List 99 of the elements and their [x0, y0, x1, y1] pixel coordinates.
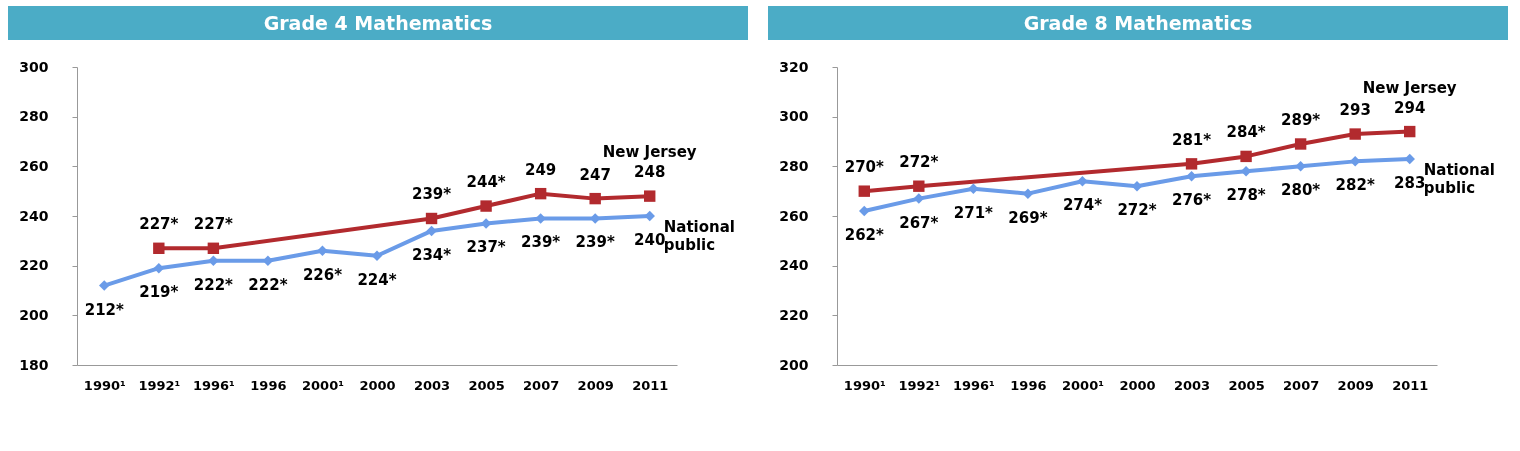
- point: [207, 242, 220, 254]
- y-tick-label: 220: [19, 257, 49, 274]
- x-tick-label: 1996: [250, 377, 287, 393]
- y-tick-label: 300: [779, 108, 809, 125]
- point: [1294, 138, 1307, 150]
- y-tick-label: 260: [19, 157, 49, 174]
- x-tick-label: 2003: [413, 377, 451, 393]
- data-label: 282*: [1335, 176, 1375, 195]
- data-label: 272*: [1117, 201, 1157, 220]
- point: [99, 280, 110, 291]
- y-tick-label: 200: [779, 356, 809, 373]
- data-label: 281*: [1171, 130, 1212, 149]
- data-label: 227*: [139, 215, 179, 234]
- x-tick-label: 1992¹: [138, 377, 181, 393]
- x-tick-label: 1996¹: [952, 377, 995, 393]
- x-tick-label: 2005: [1228, 377, 1265, 393]
- point: [1295, 161, 1306, 172]
- x-tick-label: 2009: [577, 377, 614, 393]
- data-label: 239*: [575, 233, 615, 252]
- x-tick-label: 1996¹: [192, 377, 235, 393]
- data-label: 222*: [248, 275, 288, 294]
- data-label: 278*: [1226, 186, 1266, 205]
- data-label: 226*: [302, 265, 343, 284]
- point: [858, 185, 870, 197]
- x-tick-label: 2007: [1283, 377, 1320, 393]
- data-label: 219*: [139, 283, 179, 302]
- data-label: 227*: [193, 215, 234, 234]
- point: [859, 205, 870, 217]
- text: New Jersey: [1362, 78, 1457, 97]
- data-label: 293: [1339, 101, 1371, 120]
- data-label: 239*: [411, 185, 452, 204]
- data-label: 240: [634, 231, 666, 249]
- x-tick-label: 2003: [1173, 377, 1211, 393]
- chart-title: Grade 8 Mathematics: [768, 6, 1508, 40]
- data-label: 280*: [1281, 181, 1321, 200]
- point: [1404, 125, 1416, 138]
- data-label: 248: [634, 163, 666, 182]
- point: [426, 225, 437, 237]
- y-tick-label: 220: [779, 306, 809, 323]
- chart-title: Grade 4 Mathematics: [8, 6, 748, 40]
- x-tick-label: 2000: [1119, 377, 1156, 393]
- data-label: 244*: [466, 173, 506, 192]
- point: [644, 190, 656, 202]
- data-label: 239*: [521, 233, 561, 252]
- x-tick-label: 2009: [1337, 377, 1374, 393]
- data-label: 212*: [84, 300, 125, 319]
- point: [153, 242, 165, 254]
- x-tick-label: 2005: [468, 377, 505, 393]
- point: [1349, 128, 1361, 140]
- data-label: 234*: [411, 245, 452, 264]
- y-tick-label: 320: [779, 58, 809, 75]
- y-tick-label: 240: [19, 207, 49, 224]
- text: New Jersey: [602, 143, 697, 162]
- x-tick-label: 1992¹: [898, 377, 941, 393]
- point: [1186, 171, 1197, 182]
- data-label: 272*: [899, 153, 939, 172]
- x-tick-label: 2000¹: [1062, 377, 1104, 393]
- data-label: 247: [579, 165, 611, 184]
- x-tick-label: 1990¹: [83, 377, 126, 393]
- y-tick-label: 260: [779, 207, 809, 224]
- data-label: 222*: [193, 275, 234, 294]
- data-label: 270*: [844, 158, 885, 177]
- point: [913, 180, 925, 192]
- x-tick-label: 1990¹: [843, 377, 886, 393]
- data-label: 289*: [1281, 110, 1321, 129]
- data-label: 276*: [1171, 191, 1212, 210]
- y-tick-label: 240: [779, 257, 809, 274]
- point: [913, 193, 925, 204]
- point: [1185, 158, 1198, 170]
- point: [317, 245, 328, 257]
- data-label: 224*: [357, 270, 397, 289]
- x-tick-label: 2000¹: [302, 377, 344, 393]
- x-tick-label: 2011: [632, 377, 669, 393]
- data-label: 271*: [953, 203, 994, 222]
- point: [1077, 175, 1088, 187]
- point: [480, 200, 492, 212]
- y-tick-label: 200: [19, 306, 49, 323]
- data-label: 269*: [1008, 208, 1048, 227]
- data-label: 267*: [899, 213, 939, 232]
- point: [968, 183, 979, 194]
- point: [589, 192, 601, 205]
- x-tick-label: 1996: [1010, 377, 1047, 393]
- x-tick-label: 2007: [523, 377, 560, 393]
- y-tick-label: 280: [779, 157, 809, 174]
- point: [1240, 150, 1252, 163]
- y-tick-label: 180: [19, 356, 49, 373]
- y-tick-label: 300: [19, 58, 49, 75]
- data-label: 294: [1394, 98, 1426, 117]
- data-label: 237*: [466, 238, 506, 257]
- point: [425, 212, 438, 225]
- x-tick-label: 2000: [359, 377, 396, 393]
- y-tick-label: 280: [19, 108, 49, 125]
- data-label: 284*: [1226, 123, 1266, 142]
- data-label: 249: [524, 160, 557, 179]
- x-tick-label: 2011: [1392, 377, 1429, 393]
- data-label: 274*: [1062, 196, 1103, 215]
- point: [534, 187, 547, 200]
- data-label: 262*: [844, 226, 885, 245]
- data-label: 283: [1394, 173, 1426, 192]
